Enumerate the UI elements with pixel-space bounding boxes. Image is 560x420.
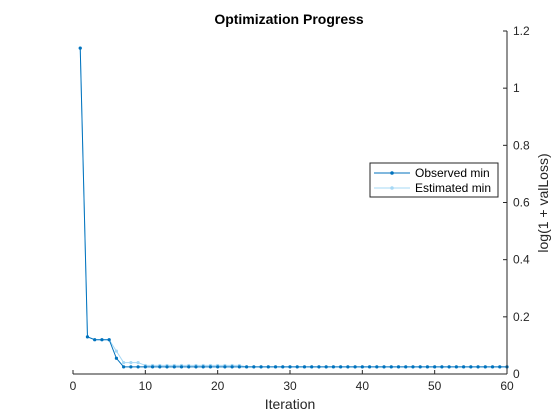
observed-min-point (462, 365, 466, 369)
observed-min-point (194, 365, 198, 369)
observed-min-point (433, 365, 437, 369)
chart-title: Optimization Progress (214, 11, 364, 27)
observed-min-point (498, 365, 502, 369)
x-tick-label: 60 (500, 379, 514, 393)
observed-min-point (245, 365, 249, 369)
observed-min-point (107, 338, 111, 342)
observed-min-point (122, 365, 126, 369)
observed-min-point (165, 365, 169, 369)
observed-min-point (223, 365, 227, 369)
y-tick-label: 0.2 (513, 310, 530, 324)
observed-min-point (237, 365, 241, 369)
observed-min-point (216, 365, 220, 369)
observed-min-point (114, 356, 118, 360)
observed-min-point (136, 365, 140, 369)
y-tick-label: 1.2 (513, 24, 530, 38)
x-tick-label: 50 (428, 379, 442, 393)
x-tick-label: 20 (211, 379, 225, 393)
observed-min-point (411, 365, 415, 369)
observed-min-point (418, 365, 422, 369)
y-axis-title: log(1 + valLoss) (535, 153, 551, 252)
y-tick-label: 0.6 (513, 196, 530, 210)
observed-min-point (375, 365, 379, 369)
observed-min-point (440, 365, 444, 369)
legend-observed-marker (390, 171, 394, 175)
observed-min-point (382, 365, 386, 369)
observed-min-point (469, 365, 473, 369)
observed-min-point (172, 365, 176, 369)
observed-min-point (78, 46, 82, 50)
x-tick-label: 30 (283, 379, 297, 393)
estimated-min-point (129, 360, 133, 365)
observed-min-point (324, 365, 328, 369)
x-axis-ticks: 0 10 20 30 40 50 60 (70, 370, 514, 393)
observed-min-point (158, 365, 162, 369)
observed-min-point (252, 365, 256, 369)
observed-min-point (396, 365, 401, 369)
observed-min-point (302, 365, 307, 369)
y-tick-label: 0 (513, 367, 520, 381)
series-layer (78, 46, 509, 369)
y-tick-label: 0.8 (513, 138, 530, 152)
observed-min-point (100, 338, 104, 342)
observed-min-point (259, 365, 263, 369)
observed-min-point (331, 365, 335, 369)
observed-min-point (266, 365, 270, 369)
observed-min-point (288, 365, 292, 369)
observed-min-point (187, 365, 191, 369)
estimated-min-point (114, 349, 118, 353)
observed-min-point (201, 365, 205, 369)
y-tick-label: 1 (513, 81, 520, 95)
observed-min-point (346, 365, 350, 369)
observed-min-point (425, 365, 430, 369)
legend-observed-label: Observed min (415, 166, 490, 180)
observed-min-point (476, 365, 480, 369)
observed-min-point (447, 365, 451, 369)
y-axis-ticks: 0 0.2 0.4 0.6 0.8 1 1.2 (503, 24, 530, 381)
observed-min-point (93, 338, 97, 342)
x-axis-title: Iteration (265, 396, 316, 412)
observed-min-point (208, 365, 213, 369)
observed-min-point (404, 365, 408, 369)
observed-min-point (85, 335, 90, 339)
x-tick-label: 10 (139, 379, 153, 393)
observed-min-point (353, 365, 357, 369)
observed-min-point (129, 365, 133, 369)
x-tick-label: 40 (356, 379, 370, 393)
y-tick-label: 0.4 (513, 253, 530, 267)
observed-min-point (317, 365, 321, 369)
observed-min-point (281, 365, 285, 369)
observed-min-point (150, 365, 155, 369)
observed-min-point (230, 365, 234, 369)
observed-min-point (295, 365, 299, 369)
observed-min-point (490, 365, 495, 369)
observed-min-point (454, 365, 458, 369)
legend-box (369, 162, 499, 198)
observed-min-point (483, 365, 487, 369)
observed-min-point (179, 365, 184, 369)
estimated-min-point (136, 360, 140, 365)
observed-min-point (339, 365, 343, 369)
observed-min-point (389, 365, 393, 369)
x-tick-label: 0 (70, 379, 77, 393)
observed-min-point (310, 365, 314, 369)
legend-estimated-label: Estimated min (415, 181, 491, 195)
observed-min-point (273, 365, 278, 369)
legend: Observed min Estimated min (369, 162, 499, 198)
observed-min-point (143, 365, 147, 369)
observed-min-point (367, 365, 372, 369)
observed-min-point (360, 365, 364, 369)
legend-estimated-marker (390, 186, 394, 190)
estimated-min-point (122, 360, 126, 365)
